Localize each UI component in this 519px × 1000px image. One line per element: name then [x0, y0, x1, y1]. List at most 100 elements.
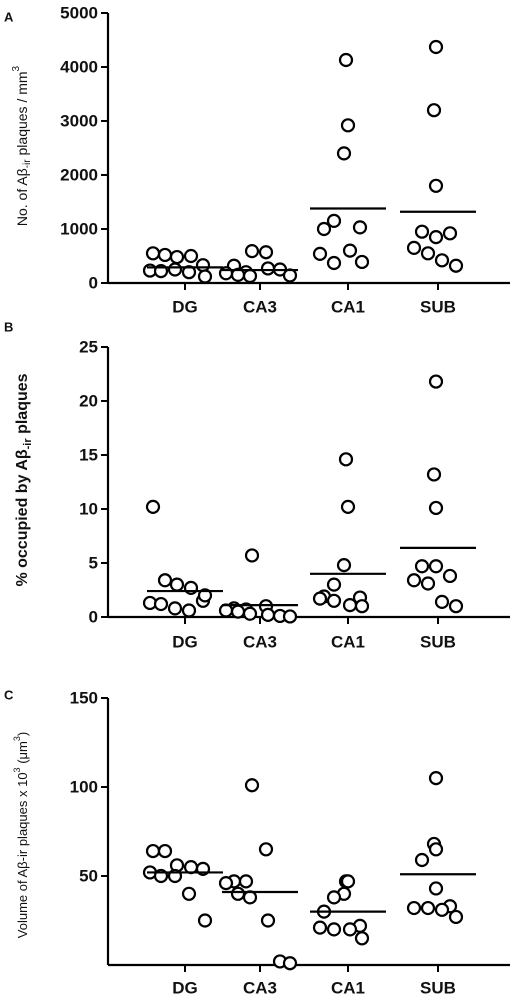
data-point [145, 843, 161, 859]
data-point [326, 577, 342, 592]
panel-letter: B [4, 320, 13, 335]
data-point [195, 258, 211, 273]
y-tick-label: 2000 [60, 166, 98, 185]
data-point [244, 244, 260, 259]
data-point [326, 255, 342, 271]
data-point [448, 909, 464, 925]
data-point [258, 842, 274, 857]
data-point [167, 262, 183, 277]
panel-b: B 0 5 10 15 20 25 DG CA3 CA1 SUB % occupied by Aβ-i… [4, 320, 510, 652]
data-point [340, 499, 356, 514]
data-point [340, 118, 356, 133]
data-point [197, 269, 213, 284]
y-tick-label: 15 [79, 446, 98, 465]
data-point [428, 39, 444, 55]
data-point [197, 588, 213, 603]
data-point [157, 247, 173, 263]
data-point [428, 178, 444, 193]
data-point [414, 559, 430, 574]
data-point [354, 599, 370, 614]
data-point [242, 606, 258, 621]
data-point [326, 213, 342, 228]
category-label: CA3 [243, 979, 277, 998]
data-point [336, 558, 352, 573]
data-point [426, 467, 442, 482]
data-point [181, 603, 197, 618]
data-point [434, 594, 450, 609]
data-point [282, 609, 298, 624]
data-point [258, 245, 274, 260]
data-point [218, 876, 234, 891]
panel-letter: A [4, 10, 14, 25]
data-point [153, 596, 169, 612]
category-label: SUB [420, 979, 456, 998]
y-axis-title: % occupied by Aβ-ir plaques [14, 373, 35, 586]
y-tick-label: 10 [79, 500, 98, 519]
data-point [420, 246, 436, 261]
y-tick-label: 5 [89, 554, 98, 573]
data-point [338, 52, 354, 68]
data-point [197, 913, 213, 928]
data-point [342, 598, 358, 613]
data-point [428, 500, 444, 516]
data-point [183, 248, 199, 264]
data-point [312, 920, 328, 935]
data-point [244, 548, 260, 563]
data-point [342, 243, 358, 258]
data-point [420, 900, 436, 916]
data-point [326, 890, 342, 905]
data-point [167, 601, 183, 616]
data-point [169, 577, 185, 592]
category-label: DG [172, 979, 198, 998]
category-label: CA1 [331, 979, 365, 998]
data-point [340, 874, 356, 889]
panel-letter: C [4, 688, 14, 703]
data-point [406, 573, 422, 588]
data-point [230, 604, 246, 619]
category-label: SUB [420, 298, 456, 317]
data-point [428, 559, 444, 574]
data-point [428, 770, 444, 786]
data-point [448, 599, 464, 614]
data-point [336, 146, 352, 161]
data-point [326, 922, 342, 937]
data-point [434, 902, 450, 917]
category-label: CA1 [331, 298, 365, 317]
data-point [238, 874, 254, 889]
data-point [316, 221, 332, 237]
y-tick-label: 0 [89, 274, 98, 293]
data-point [169, 249, 185, 265]
data-point [282, 956, 298, 971]
category-label: CA3 [243, 633, 277, 652]
data-point [342, 922, 358, 937]
data-point [181, 886, 197, 901]
data-point [448, 258, 464, 273]
y-axis-title: No. of Aβ-ir plaques / mm3 [11, 65, 33, 226]
data-point [354, 254, 370, 270]
panel-c: C 50 100 150 DG CA3 CA1 SUB Volume of Aβ-ir plaq… [4, 688, 510, 998]
data-point [442, 226, 458, 241]
data-point [326, 593, 342, 608]
y-tick-label: 0 [89, 608, 98, 627]
data-point [145, 246, 161, 261]
y-tick-label: 150 [70, 689, 98, 708]
data-point [428, 374, 444, 389]
data-point [157, 843, 173, 859]
data-point [242, 890, 258, 905]
data-point [183, 859, 199, 875]
y-tick-label: 100 [70, 778, 98, 797]
y-tick-label: 3000 [60, 112, 98, 131]
y-axis-title: Volume of Aβ-ir plaques x 103 (μm3) [12, 732, 30, 938]
data-point [442, 568, 458, 584]
y-tick-label: 25 [79, 338, 98, 357]
category-label: DG [172, 633, 198, 652]
y-tick-label: 50 [79, 867, 98, 886]
y-tick-label: 20 [79, 392, 98, 411]
category-label: CA3 [243, 298, 277, 317]
data-point [354, 931, 370, 946]
category-label: DG [172, 298, 198, 317]
data-point [230, 886, 246, 901]
category-label: SUB [420, 633, 456, 652]
data-point [406, 900, 422, 916]
